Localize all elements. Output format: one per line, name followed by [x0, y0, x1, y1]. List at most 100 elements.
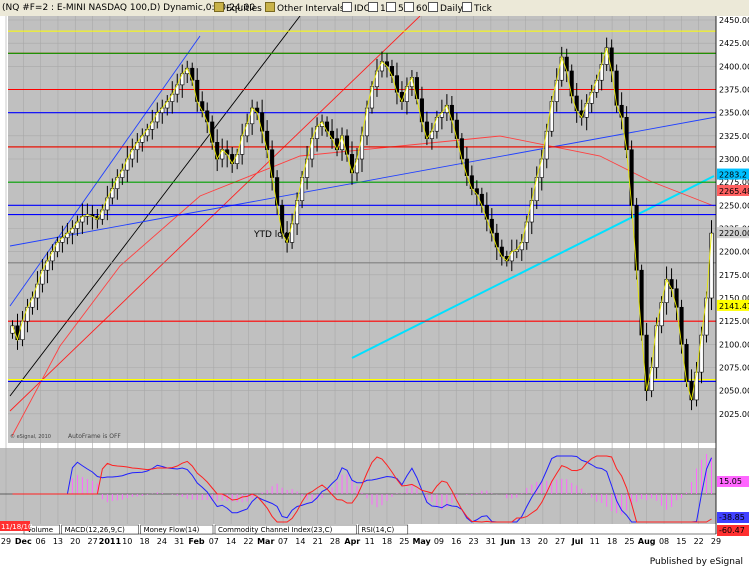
y-tick-label: 2325.00 — [719, 132, 749, 141]
price-label-box — [717, 168, 749, 180]
y-tick-label: 2425.00 — [719, 39, 749, 48]
candle-body — [454, 119, 459, 139]
candle-body — [649, 367, 654, 391]
candle-body — [459, 138, 464, 160]
candle-body — [624, 117, 629, 151]
x-tick-label: 28 — [330, 537, 340, 546]
x-tick-label: 29 — [711, 537, 721, 546]
indicator-tab-label: Money Flow(14) — [144, 526, 200, 534]
x-tick-label: Dec — [15, 537, 32, 546]
candle-body — [569, 70, 574, 97]
candle-body — [654, 325, 659, 368]
trendline-blue — [9, 35, 201, 307]
x-tick-label: Mar — [257, 537, 274, 546]
tab-equities[interactable]: Equities — [214, 2, 262, 14]
price-label-box — [717, 184, 749, 196]
candle-body — [265, 130, 270, 151]
tab-5[interactable]: 5 — [386, 2, 404, 14]
indicator-label-box — [717, 476, 749, 487]
x-tick-label: Jul — [571, 537, 584, 546]
indicator-label: -60.47 — [719, 526, 745, 535]
candle-body — [529, 200, 534, 223]
indicator-tab-label: Volume — [27, 526, 53, 534]
x-tick-label: 13 — [520, 537, 530, 546]
candle-body — [549, 101, 554, 132]
annotation-copyright: © eSignal, 2010 — [10, 433, 51, 440]
candle-body — [639, 269, 644, 336]
indicator-label: 15.05 — [719, 477, 742, 486]
price-chart: 2025.00 2050.00 2075.00 2100.00 2125.00 2150.… — [0, 15, 749, 556]
x-tick-label: 27 — [555, 537, 565, 546]
trendline-black — [9, 15, 301, 397]
price-label: 2141.47 — [719, 302, 749, 311]
candle-body — [310, 138, 315, 160]
tab-other-intervals[interactable]: Other Intervals — [265, 2, 345, 14]
x-tick-label: 18 — [382, 537, 392, 546]
indicator-label: -38.85 — [719, 513, 745, 522]
indicator-pane — [0, 448, 716, 524]
candle-body — [604, 47, 609, 65]
candle-body — [300, 177, 305, 202]
candle-body — [609, 47, 614, 72]
x-tick-label: 16 — [451, 537, 461, 546]
candle-body — [20, 320, 25, 340]
candle-body — [464, 158, 469, 176]
macd-line — [12, 455, 712, 523]
candle-body — [419, 98, 424, 123]
annotation-autoframe: AutoFrame is OFF — [68, 433, 121, 440]
candle-body — [280, 205, 285, 234]
candle-body — [534, 177, 539, 202]
x-tick-label: 15 — [676, 537, 686, 546]
tab-idc[interactable]: IDC — [342, 2, 370, 14]
x-tick-label: 11 — [365, 537, 375, 546]
indicator-tab[interactable] — [140, 524, 214, 535]
tab-daily[interactable]: Daily — [428, 2, 463, 14]
x-tick-label: 14 — [295, 537, 305, 546]
y-tick-label: 2375.00 — [719, 86, 749, 95]
price-label-box — [717, 299, 749, 311]
tab-tick[interactable]: Tick — [462, 2, 492, 14]
x-tick-label: May — [412, 537, 431, 546]
x-tick-label: 21 — [313, 537, 323, 546]
tab-60[interactable]: 60 — [404, 2, 427, 14]
indicator-tab-label: Commodity Channel Index(23,C) — [218, 526, 333, 534]
y-tick-label: 2350.00 — [719, 109, 749, 118]
candle-body — [704, 297, 709, 336]
candle-body — [344, 135, 350, 155]
tab-1[interactable]: 1 — [368, 2, 386, 14]
x-tick-label: 08 — [659, 537, 669, 546]
candle-body — [629, 149, 634, 206]
y-tick-label: 2250.00 — [719, 201, 749, 210]
x-tick-label: Apr — [344, 537, 360, 546]
x-tick-label: 31 — [486, 537, 496, 546]
price-label-box — [717, 227, 749, 239]
trendline-blue-2 — [9, 116, 717, 247]
indicator-tab[interactable] — [214, 524, 357, 535]
candle-body — [305, 158, 310, 178]
trendline-red — [9, 15, 421, 412]
price-label: 2283.2 — [719, 171, 747, 180]
start-date-label: 11/18/10 — [1, 523, 32, 531]
candle-body — [364, 107, 370, 137]
candle-body — [394, 75, 399, 93]
indicator-tab[interactable] — [61, 524, 139, 535]
y-tick-label: 2175.00 — [719, 271, 749, 280]
indicator-tab[interactable] — [358, 524, 409, 535]
intervals-icon — [265, 2, 275, 12]
x-tick-label: 24 — [157, 537, 167, 546]
trendline-cyan — [351, 175, 715, 359]
candle-body — [614, 70, 619, 106]
candle-body — [359, 135, 365, 160]
candle-body — [195, 79, 200, 102]
candle-body — [414, 77, 419, 100]
x-tick-label: 11 — [590, 537, 600, 546]
x-tick-label: 27 — [87, 537, 97, 546]
y-tick-label: 2150.00 — [719, 294, 749, 303]
y-tick-label: 2400.00 — [719, 62, 749, 71]
indicator-label-box — [717, 512, 749, 523]
x-tick-label: 06 — [36, 537, 46, 546]
x-tick-label: 20 — [538, 537, 548, 546]
y-tick-label: 2450.00 — [719, 16, 749, 25]
candle-body — [694, 371, 699, 401]
candle-body — [260, 112, 265, 132]
